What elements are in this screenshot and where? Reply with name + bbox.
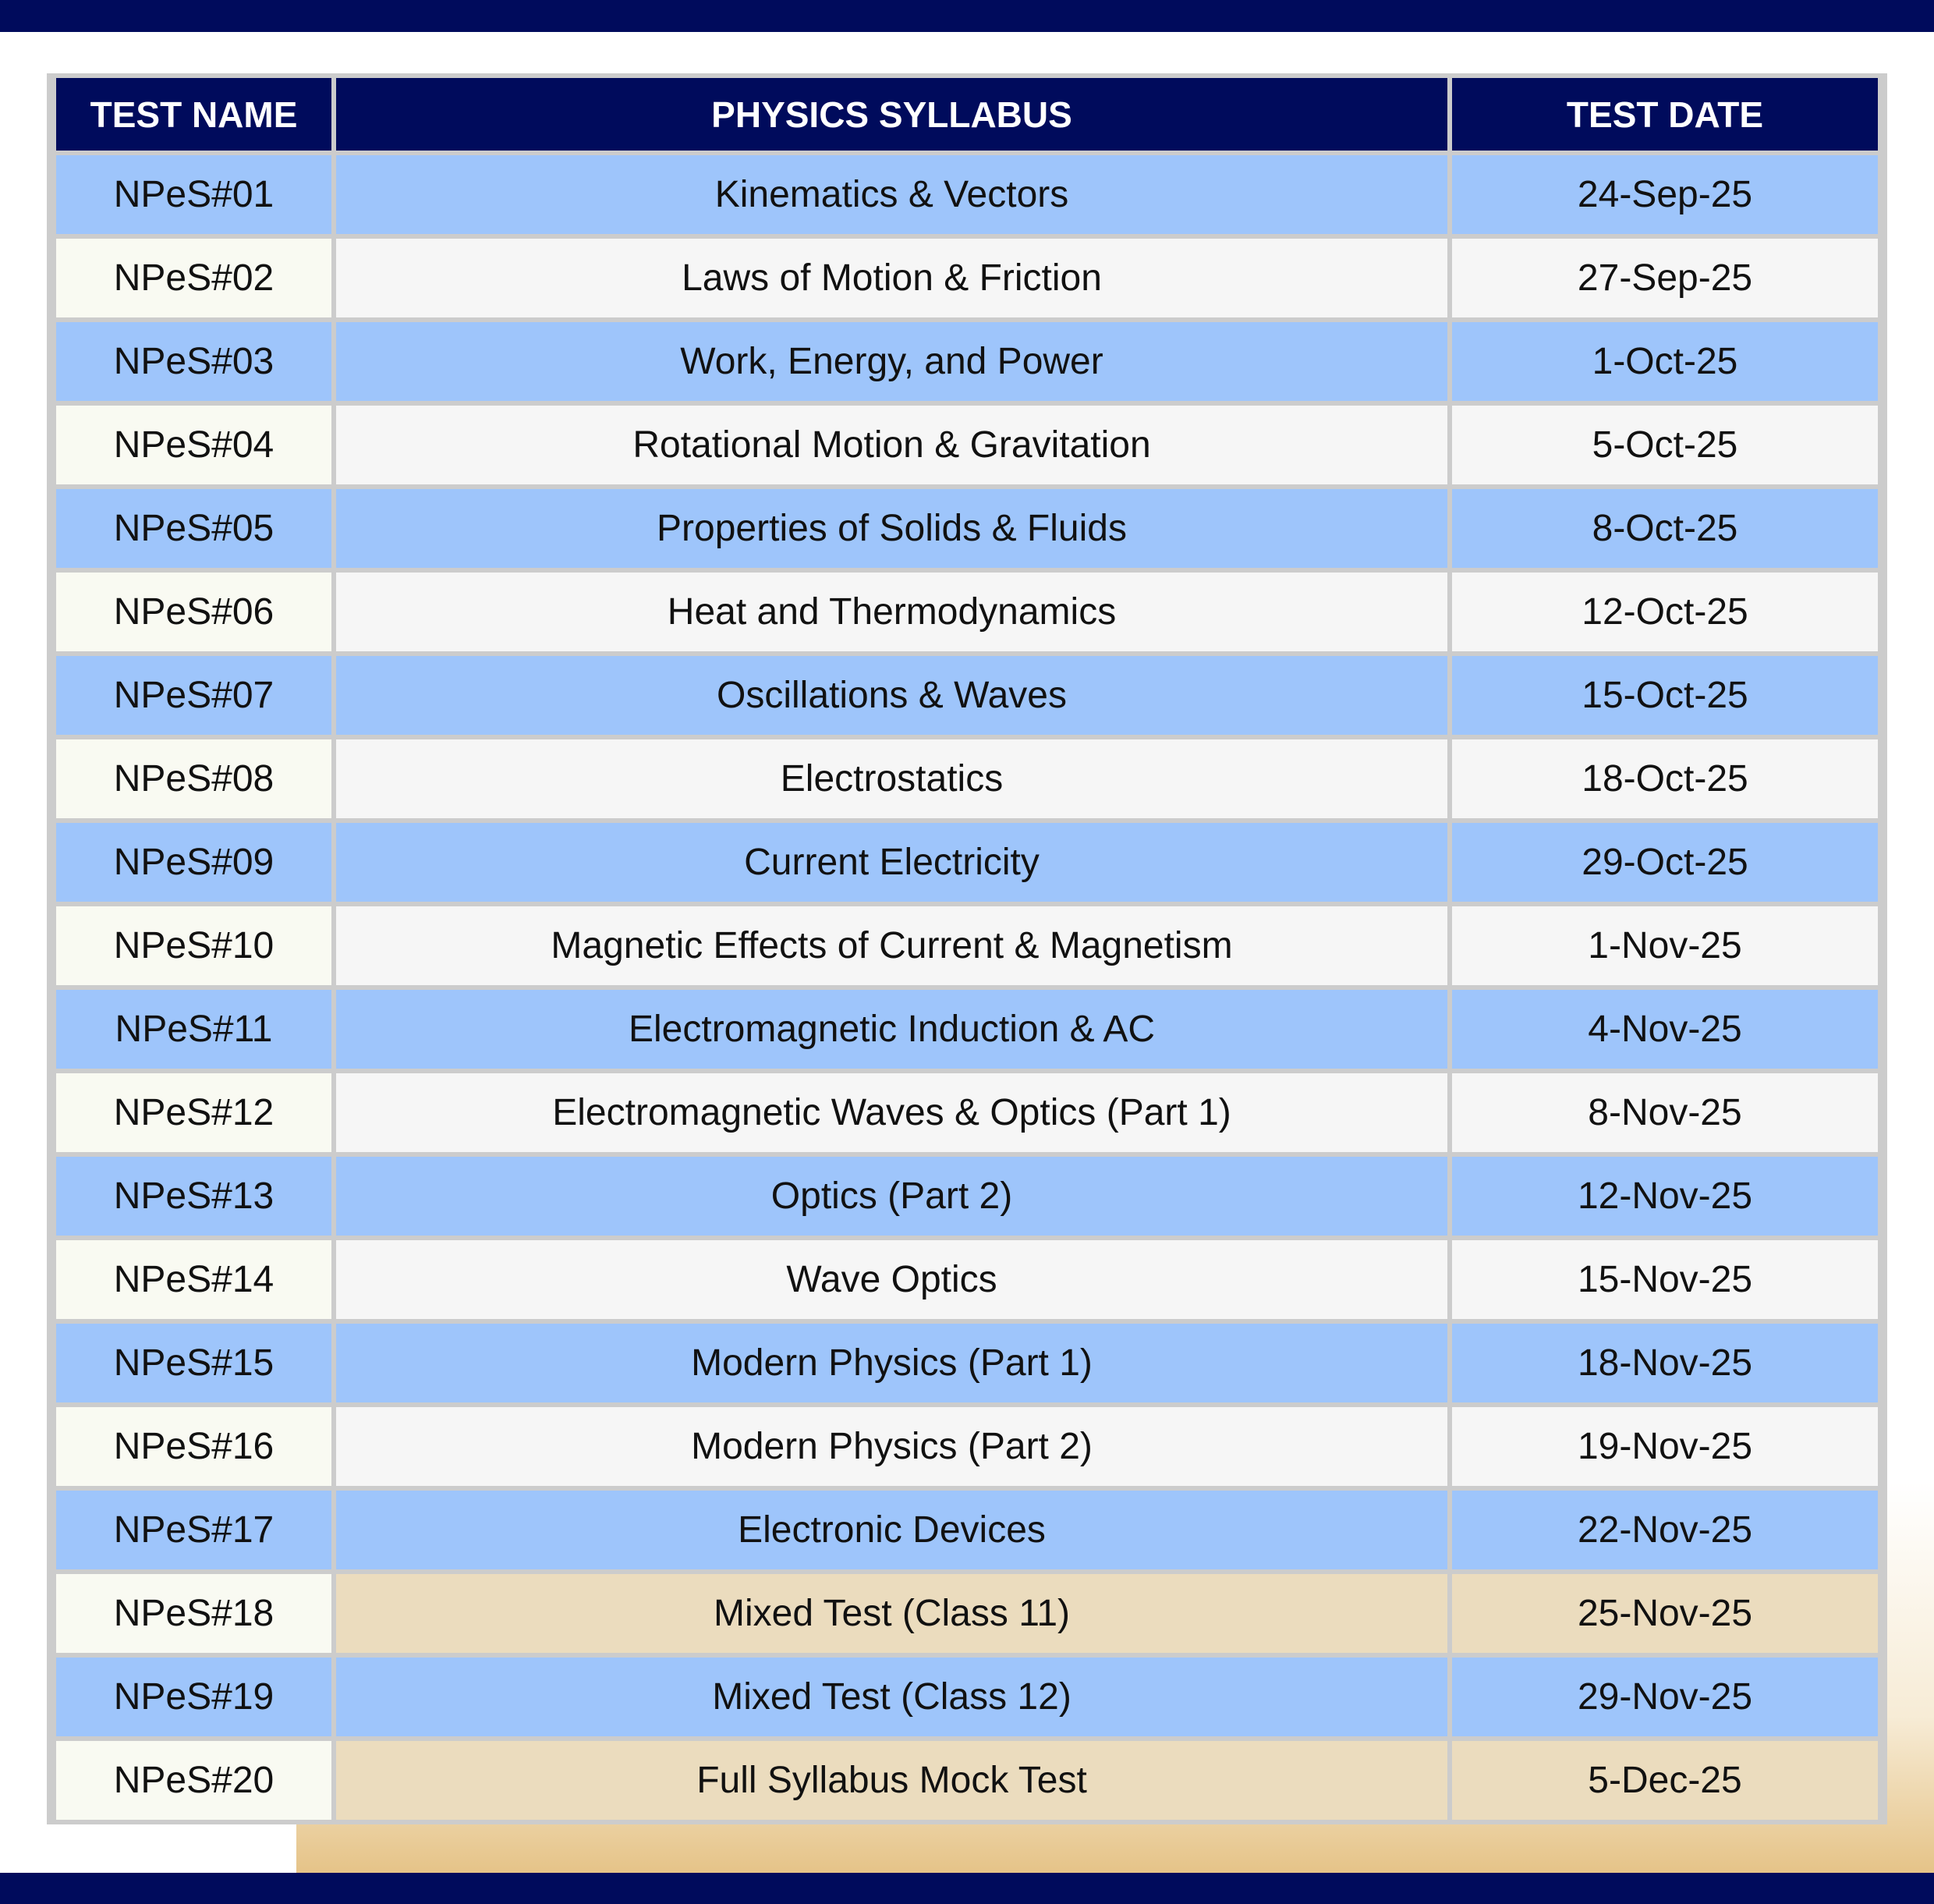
syllabus-cell: Oscillations & Waves xyxy=(336,656,1447,735)
table-row: NPeS#19 Mixed Test (Class 12) 29-Nov-25 xyxy=(56,1658,1878,1736)
syllabus-cell: Electronic Devices xyxy=(336,1491,1447,1569)
table-row: NPeS#10 Magnetic Effects of Current & Mag… xyxy=(56,906,1878,985)
table-row: NPeS#06 Heat and Thermodynamics 12-Oct-25 xyxy=(56,573,1878,651)
test-name-cell: NPeS#16 xyxy=(56,1407,331,1486)
table-row: NPeS#20 Full Syllabus Mock Test 5-Dec-25 xyxy=(56,1741,1878,1820)
test-date-cell: 29-Nov-25 xyxy=(1452,1658,1878,1736)
test-name-cell: NPeS#09 xyxy=(56,823,331,902)
table-row: NPeS#16 Modern Physics (Part 2) 19-Nov-25 xyxy=(56,1407,1878,1486)
test-name-cell: NPeS#01 xyxy=(56,155,331,234)
syllabus-cell: Electrostatics xyxy=(336,739,1447,818)
syllabus-cell: Magnetic Effects of Current & Magnetism xyxy=(336,906,1447,985)
test-name-cell: NPeS#06 xyxy=(56,573,331,651)
syllabus-cell: Electromagnetic Induction & AC xyxy=(336,990,1447,1069)
syllabus-cell: Properties of Solids & Fluids xyxy=(336,489,1447,568)
syllabus-cell: Heat and Thermodynamics xyxy=(336,573,1447,651)
test-date-cell: 4-Nov-25 xyxy=(1452,990,1878,1069)
table-row: NPeS#13 Optics (Part 2) 12-Nov-25 xyxy=(56,1157,1878,1236)
syllabus-cell: Work, Energy, and Power xyxy=(336,322,1447,401)
test-name-cell: NPeS#13 xyxy=(56,1157,331,1236)
syllabus-cell: Full Syllabus Mock Test xyxy=(336,1741,1447,1820)
test-date-cell: 15-Oct-25 xyxy=(1452,656,1878,735)
bottom-banner-bar xyxy=(0,1873,1934,1904)
syllabus-cell: Modern Physics (Part 2) xyxy=(336,1407,1447,1486)
syllabus-cell: Mixed Test (Class 12) xyxy=(336,1658,1447,1736)
table-row: NPeS#05 Properties of Solids & Fluids 8-Oc… xyxy=(56,489,1878,568)
test-date-cell: 19-Nov-25 xyxy=(1452,1407,1878,1486)
test-name-cell: NPeS#18 xyxy=(56,1574,331,1653)
test-date-cell: 5-Oct-25 xyxy=(1452,406,1878,484)
syllabus-cell: Rotational Motion & Gravitation xyxy=(336,406,1447,484)
test-name-cell: NPeS#15 xyxy=(56,1324,331,1402)
test-name-cell: NPeS#11 xyxy=(56,990,331,1069)
test-date-cell: 1-Nov-25 xyxy=(1452,906,1878,985)
test-date-cell: 25-Nov-25 xyxy=(1452,1574,1878,1653)
header-test-name: TEST NAME xyxy=(56,78,331,151)
table-row: NPeS#18 Mixed Test (Class 11) 25-Nov-25 xyxy=(56,1574,1878,1653)
test-date-cell: 18-Oct-25 xyxy=(1452,739,1878,818)
table-row: NPeS#17 Electronic Devices 22-Nov-25 xyxy=(56,1491,1878,1569)
test-name-cell: NPeS#14 xyxy=(56,1240,331,1319)
test-date-cell: 12-Oct-25 xyxy=(1452,573,1878,651)
test-date-cell: 27-Sep-25 xyxy=(1452,239,1878,317)
test-date-cell: 1-Oct-25 xyxy=(1452,322,1878,401)
header-test-date: TEST DATE xyxy=(1452,78,1878,151)
test-name-cell: NPeS#03 xyxy=(56,322,331,401)
test-name-cell: NPeS#08 xyxy=(56,739,331,818)
test-name-cell: NPeS#19 xyxy=(56,1658,331,1736)
test-name-cell: NPeS#05 xyxy=(56,489,331,568)
test-date-cell: 12-Nov-25 xyxy=(1452,1157,1878,1236)
test-date-cell: 22-Nov-25 xyxy=(1452,1491,1878,1569)
header-syllabus: PHYSICS SYLLABUS xyxy=(336,78,1447,151)
test-name-cell: NPeS#12 xyxy=(56,1073,331,1152)
test-name-cell: NPeS#02 xyxy=(56,239,331,317)
test-name-cell: NPeS#07 xyxy=(56,656,331,735)
syllabus-cell: Optics (Part 2) xyxy=(336,1157,1447,1236)
table-row: NPeS#09 Current Electricity 29-Oct-25 xyxy=(56,823,1878,902)
test-name-cell: NPeS#17 xyxy=(56,1491,331,1569)
test-schedule-table: TEST NAME PHYSICS SYLLABUS TEST DATE NPe… xyxy=(47,73,1887,1824)
table-row: NPeS#11 Electromagnetic Induction & AC 4-N… xyxy=(56,990,1878,1069)
test-date-cell: 8-Oct-25 xyxy=(1452,489,1878,568)
table-row: NPeS#07 Oscillations & Waves 15-Oct-25 xyxy=(56,656,1878,735)
table-row: NPeS#08 Electrostatics 18-Oct-25 xyxy=(56,739,1878,818)
test-date-cell: 18-Nov-25 xyxy=(1452,1324,1878,1402)
table-row: NPeS#02 Laws of Motion & Friction 27-Sep-2… xyxy=(56,239,1878,317)
table-row: NPeS#03 Work, Energy, and Power 1-Oct-25 xyxy=(56,322,1878,401)
test-date-cell: 15-Nov-25 xyxy=(1452,1240,1878,1319)
test-name-cell: NPeS#20 xyxy=(56,1741,331,1820)
test-date-cell: 5-Dec-25 xyxy=(1452,1741,1878,1820)
table-row: NPeS#14 Wave Optics 15-Nov-25 xyxy=(56,1240,1878,1319)
table-header-row: TEST NAME PHYSICS SYLLABUS TEST DATE xyxy=(56,78,1878,151)
syllabus-cell: Current Electricity xyxy=(336,823,1447,902)
syllabus-cell: Laws of Motion & Friction xyxy=(336,239,1447,317)
table-row: NPeS#04 Rotational Motion & Gravitation 5-… xyxy=(56,406,1878,484)
test-date-cell: 29-Oct-25 xyxy=(1452,823,1878,902)
syllabus-cell: Mixed Test (Class 11) xyxy=(336,1574,1447,1653)
test-name-cell: NPeS#04 xyxy=(56,406,331,484)
table-row: NPeS#15 Modern Physics (Part 1) 18-Nov-25 xyxy=(56,1324,1878,1402)
test-date-cell: 24-Sep-25 xyxy=(1452,155,1878,234)
syllabus-cell: Modern Physics (Part 1) xyxy=(336,1324,1447,1402)
table-row: NPeS#12 Electromagnetic Waves & Optics (P… xyxy=(56,1073,1878,1152)
test-date-cell: 8-Nov-25 xyxy=(1452,1073,1878,1152)
table-row: NPeS#01 Kinematics & Vectors 24-Sep-25 xyxy=(56,155,1878,234)
test-name-cell: NPeS#10 xyxy=(56,906,331,985)
top-banner-bar xyxy=(0,0,1934,32)
syllabus-cell: Electromagnetic Waves & Optics (Part 1) xyxy=(336,1073,1447,1152)
syllabus-cell: Kinematics & Vectors xyxy=(336,155,1447,234)
syllabus-cell: Wave Optics xyxy=(336,1240,1447,1319)
